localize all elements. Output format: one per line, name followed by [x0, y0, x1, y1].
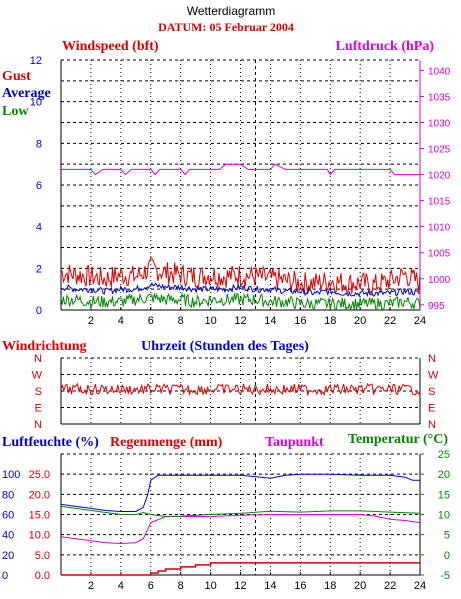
windspeed-pressure-panel: 0246810129951000100510101015102010251030… — [30, 55, 451, 327]
humid-x-tick-label: 16 — [294, 580, 306, 592]
wind-x-tick-label: 24 — [414, 315, 426, 327]
humid-x-tick-label: 6 — [148, 580, 154, 592]
pressure-y-tick-label: 1035 — [428, 92, 451, 103]
pressure-y-tick-label: 1015 — [428, 197, 451, 208]
temp-tick-label: -5 — [440, 570, 450, 582]
winddir-right-label: N — [428, 419, 436, 431]
humid-x-tick-label: 14 — [264, 580, 276, 592]
wind-x-tick-label: 10 — [204, 315, 216, 327]
wind-x-tick-label: 22 — [384, 315, 396, 327]
rain-axis-title: Regenmenge (mm) — [110, 435, 223, 450]
temp-tick-label: 0 — [444, 550, 450, 562]
pressure-y-tick-label: 1005 — [428, 249, 451, 260]
temp-tick-label: 15 — [438, 489, 450, 501]
legend-average: Average — [2, 86, 51, 101]
wind-x-tick-label: 12 — [234, 315, 246, 327]
rain-tick-label: 5.0 — [35, 550, 50, 562]
humidity-tick-label: 40 — [2, 530, 14, 542]
rain-tick-label: 10.0 — [29, 530, 50, 542]
humidity-tick-label: 0 — [2, 570, 8, 582]
temp-tick-label: 25 — [438, 449, 450, 461]
temperature-axis-title: Temperatur (°C) — [348, 432, 448, 447]
series-average — [60, 281, 421, 298]
series-luftdruck — [61, 163, 420, 176]
winddir-right-label: E — [428, 403, 435, 415]
humid-x-tick-label: 10 — [204, 580, 216, 592]
time-axis-title: Uhrzeit (Stunden des Tages) — [141, 339, 309, 354]
series-temperatur — [60, 505, 421, 518]
winddir-right-label: W — [428, 370, 439, 382]
pressure-y-tick-label: 1020 — [428, 171, 451, 182]
series-luftfeuchte — [60, 473, 420, 512]
humid-x-tick-label: 8 — [178, 580, 184, 592]
humidity-tick-label: 80 — [2, 489, 14, 501]
humid-x-tick-label: 2 — [88, 580, 94, 592]
winddir-right-label: N — [428, 353, 436, 365]
dewpoint-axis-title: Taupunkt — [265, 435, 324, 450]
wind-x-tick-label: 16 — [294, 315, 306, 327]
diagram-title: Wetterdiagramm — [187, 4, 275, 18]
wind-direction-title: Windrichtung — [2, 339, 87, 354]
series-low — [60, 292, 421, 312]
wind-x-tick-label: 6 — [148, 315, 154, 327]
rain-tick-label: 0.0 — [35, 570, 50, 582]
series-taupunkt — [60, 514, 421, 545]
humidity-tick-label: 60 — [2, 510, 14, 522]
temp-tick-label: 10 — [438, 510, 450, 522]
pressure-y-tick-label: 1025 — [428, 145, 451, 156]
humid-x-tick-label: 12 — [234, 580, 246, 592]
wind-y-tick-label: 2 — [36, 263, 42, 275]
winddir-left-label: N — [34, 353, 42, 365]
winddir-left-label: E — [35, 403, 42, 415]
humidity-tick-label: 20 — [2, 550, 14, 562]
humid-x-tick-label: 4 — [118, 580, 124, 592]
humid-x-tick-label: 18 — [324, 580, 336, 592]
wind-y-tick-label: 0 — [36, 305, 42, 317]
wind-x-tick-label: 8 — [178, 315, 184, 327]
humid-x-tick-label: 20 — [354, 580, 366, 592]
windspeed-axis-title: Windspeed (bft) — [62, 39, 159, 54]
legend-gust: Gust — [2, 69, 31, 84]
rain-tick-label: 20.0 — [29, 489, 50, 501]
pressure-y-tick-label: 1000 — [428, 275, 451, 286]
wind-x-tick-label: 20 — [354, 315, 366, 327]
wind-x-tick-label: 18 — [324, 315, 336, 327]
temp-tick-label: 20 — [438, 469, 450, 481]
humidity-axis-title: Luftfeuchte (%) — [2, 435, 99, 450]
pressure-axis-title: Luftdruck (hPa) — [336, 39, 435, 54]
wind-x-tick-label: 14 — [264, 315, 276, 327]
temp-tick-label: 5 — [444, 530, 450, 542]
series-windrichtung — [60, 382, 421, 397]
series-regenmenge — [61, 562, 420, 576]
winddir-left-label: N — [34, 419, 42, 431]
pressure-y-tick-label: 995 — [428, 301, 445, 312]
humid-x-tick-label: 22 — [384, 580, 396, 592]
wind-x-tick-label: 4 — [118, 315, 124, 327]
pressure-y-tick-label: 1010 — [428, 223, 451, 234]
wind-y-tick-label: 8 — [36, 138, 42, 150]
pressure-y-tick-label: 1030 — [428, 119, 451, 130]
winddir-left-label: S — [35, 386, 42, 398]
humidity-rain-temp-panel: 0 20 40 60 80 100 0.0 5.0 10.0 15.0 20.0 25.0 -5 0 5 10… — [2, 449, 450, 592]
legend-low: Low — [2, 104, 29, 119]
rain-tick-label: 15.0 — [29, 510, 50, 522]
pressure-y-tick-label: 1040 — [428, 66, 451, 77]
rain-tick-label: 25.0 — [29, 469, 50, 481]
wind-y-tick-label: 6 — [36, 180, 42, 192]
humidity-tick-label: 100 — [2, 469, 20, 481]
winddir-left-label: W — [32, 370, 43, 382]
wind-direction-panel: N NW WS SE EN N — [32, 353, 439, 431]
winddir-right-label: S — [428, 386, 435, 398]
wind-x-tick-label: 2 — [88, 315, 94, 327]
wind-y-tick-label: 4 — [36, 222, 42, 234]
wind-y-tick-label: 12 — [30, 55, 42, 67]
wind-y-tick-label: 10 — [30, 97, 42, 109]
humid-x-tick-label: 24 — [414, 580, 426, 592]
date-line: DATUM: 05 Februar 2004 — [158, 20, 294, 34]
series-gust — [60, 256, 421, 296]
